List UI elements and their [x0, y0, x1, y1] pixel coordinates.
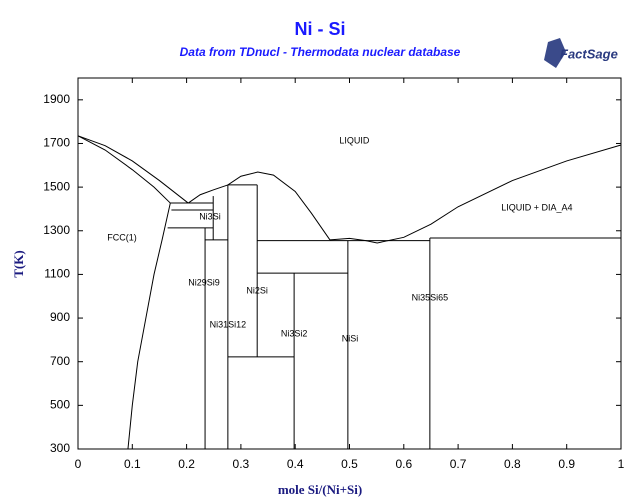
y-tick-label: 1900: [43, 92, 70, 106]
x-tick-label: 0.8: [504, 457, 521, 471]
x-axis-label: mole Si/(Ni+Si): [278, 482, 362, 497]
phase-label: NiSi: [342, 333, 359, 343]
x-tick-label: 0: [75, 457, 82, 471]
y-tick-label: 1300: [43, 223, 70, 237]
phase-label: Ni29Si9: [188, 277, 220, 287]
x-tick-label: 0.1: [124, 457, 141, 471]
x-tick-label: 0.9: [558, 457, 575, 471]
phase-label: LIQUID: [339, 135, 370, 145]
phase-label: Ni3Si2: [281, 328, 308, 338]
phase-label: Ni3Si: [199, 211, 221, 221]
plot-frame: [77, 77, 622, 450]
x-tick-label: 0.4: [287, 457, 304, 471]
y-axis-label: T(K): [11, 250, 26, 277]
logo-icon: [544, 38, 566, 68]
logo-text: FactSage: [560, 46, 618, 61]
x-tick-label: 0.5: [341, 457, 358, 471]
phase-label: LIQUID + DIA_A4: [501, 202, 572, 212]
logo: FactSage: [544, 38, 618, 68]
phase-boundary: [77, 135, 189, 204]
phase-boundary: [77, 135, 171, 204]
x-tick-label: 0.2: [178, 457, 195, 471]
phase-boundary: [187, 171, 331, 241]
x-tick-label: 1: [618, 457, 625, 471]
y-tick-label: 300: [50, 441, 70, 455]
x-tick-label: 0.7: [450, 457, 467, 471]
phase-label: FCC(1): [107, 232, 137, 242]
phase-label: Ni2Si: [246, 285, 268, 295]
y-tick-label: 500: [50, 398, 70, 412]
chart-subtitle: Data from TDnucl - Thermodata nuclear da…: [180, 45, 461, 59]
y-tick-label: 1500: [43, 179, 70, 193]
phase-boundary: [329, 144, 622, 244]
phase-label: Ni31Si12: [210, 319, 247, 329]
x-tick-label: 0.3: [233, 457, 250, 471]
phase-label: Ni35Si65: [412, 292, 449, 302]
y-tick-label: 700: [50, 354, 70, 368]
y-tick-label: 1100: [44, 267, 70, 281]
phase-boundary: [127, 202, 171, 450]
y-tick-label: 900: [50, 310, 70, 324]
x-tick-label: 0.6: [395, 457, 412, 471]
y-tick-label: 1700: [43, 136, 70, 150]
chart-title: Ni - Si: [294, 19, 345, 39]
